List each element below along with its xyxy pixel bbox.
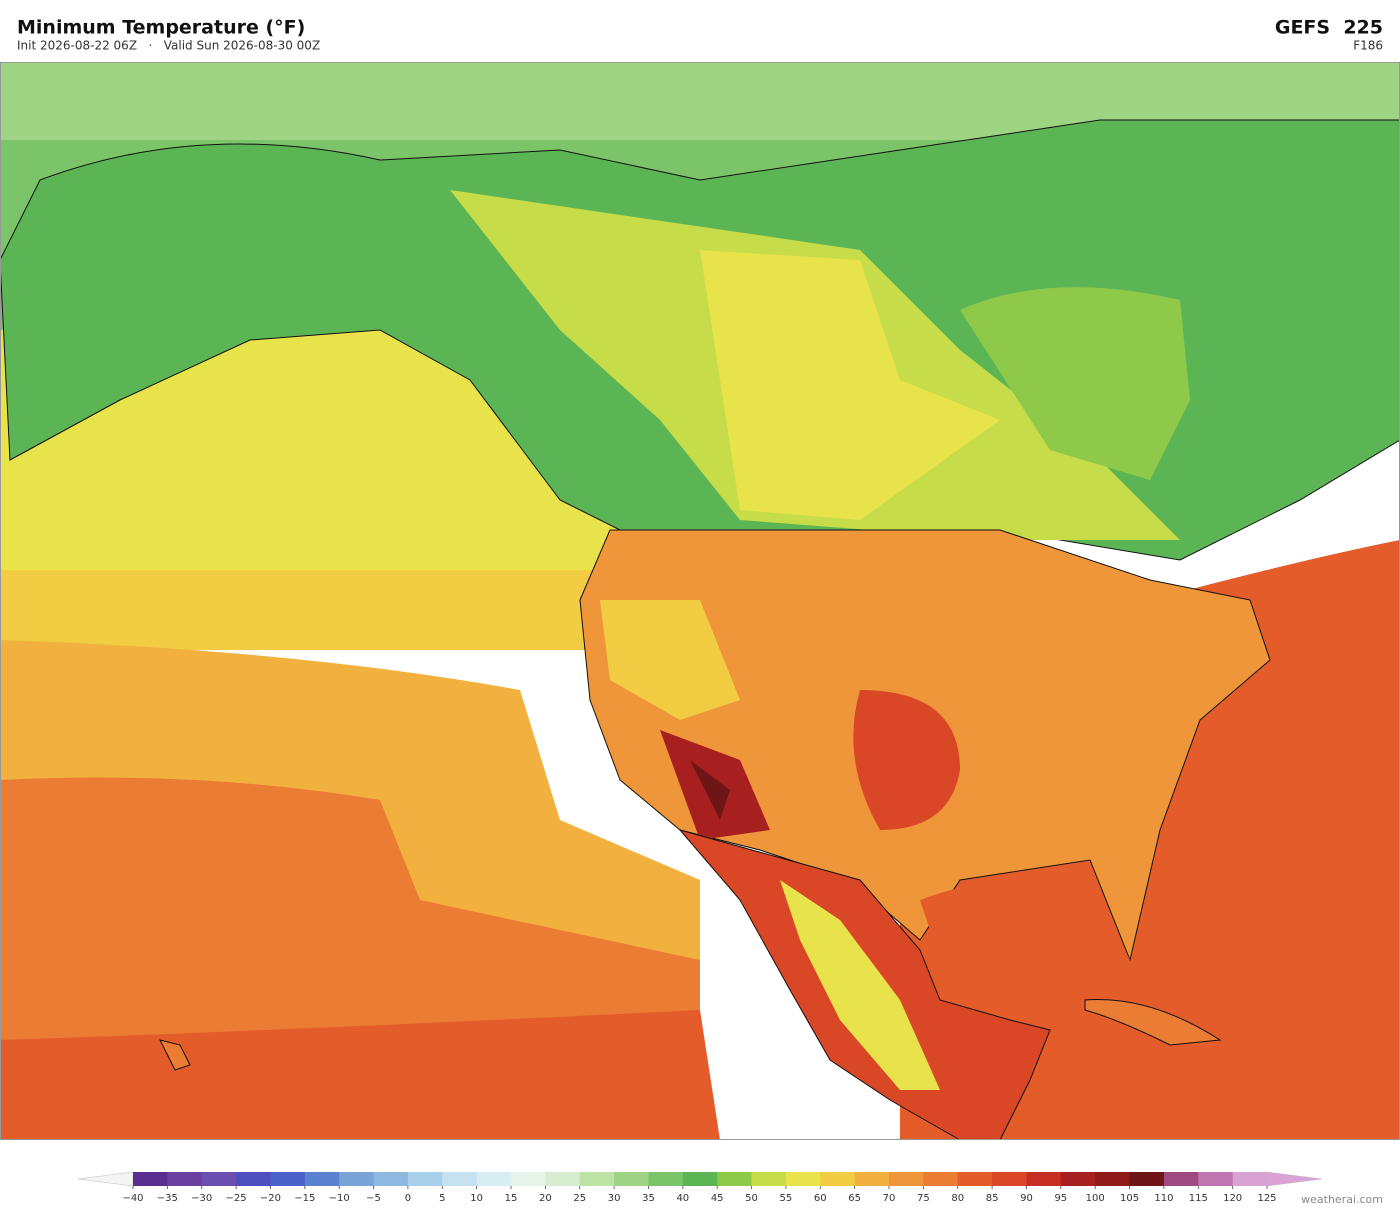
field	[780, 880, 940, 1090]
colorbar-tick-label: 70	[883, 1193, 896, 1204]
field	[600, 600, 740, 720]
colorbar-bin	[614, 1172, 649, 1186]
colorbar-bin	[167, 1172, 203, 1186]
colorbar-bin	[820, 1172, 856, 1186]
colorbar-tick-label: −25	[226, 1193, 247, 1204]
credit: weatherai.com	[1301, 1193, 1383, 1206]
colorbar: −40 −35 −30 −25 −20 −15 −10 −5 0 5 10 15 20 25 30 35 40 4…	[77, 1171, 1323, 1204]
model-label: GEFS 225	[1275, 17, 1383, 39]
colorbar-tick-label: 35	[642, 1193, 655, 1204]
colorbar-bin	[854, 1172, 890, 1186]
field	[920, 877, 1130, 1010]
colorbar-bin	[785, 1172, 821, 1186]
colorbar-bin	[236, 1172, 271, 1186]
field	[690, 760, 730, 820]
colorbar-tick-label: 75	[917, 1193, 930, 1204]
colorbar-bin	[1198, 1172, 1234, 1186]
subtitle: Init 2026-08-22 06Z · Valid Sun 2026-08-…	[17, 39, 320, 53]
colorbar-bin	[270, 1172, 306, 1186]
colorbar-tick-label: 15	[505, 1193, 518, 1204]
colorbar-tick-label: 65	[848, 1193, 861, 1204]
colorbar-tick-label: 90	[1020, 1193, 1033, 1204]
colorbar-bin	[442, 1172, 478, 1186]
land-cuba	[1084, 999, 1222, 1046]
colorbar-bin	[1163, 1172, 1199, 1186]
colorbar-bin	[1095, 1172, 1131, 1186]
colorbar-bin	[1026, 1172, 1062, 1186]
field	[0, 1010, 720, 1140]
colorbar-tick-label: −15	[294, 1193, 315, 1204]
colorbar-bin	[476, 1172, 512, 1186]
colorbar-bin	[1232, 1172, 1268, 1186]
colorbar-tick-label: 95	[1054, 1193, 1067, 1204]
colorbar-bin	[304, 1172, 340, 1186]
colorbar-bin	[923, 1172, 959, 1186]
colorbar-bin	[579, 1172, 615, 1186]
colorbar-bin	[133, 1172, 168, 1186]
colorbar-tick-label: 50	[745, 1193, 758, 1204]
colorbar-bin	[992, 1172, 1027, 1186]
colorbar-tick-label: 60	[814, 1193, 827, 1204]
colorbar-bin	[373, 1172, 409, 1186]
colorbar-tick-label: 5	[439, 1193, 445, 1204]
colorbar-tick-label: 20	[539, 1193, 552, 1204]
colorbar-tick-label: 85	[986, 1193, 999, 1204]
colorbar-tick-label: 105	[1120, 1193, 1139, 1204]
colorbar-tick-label: −40	[122, 1193, 143, 1204]
colorbar-over	[1266, 1171, 1323, 1187]
colorbar-tick-label: 0	[405, 1193, 411, 1204]
colorbar-tick-label: 110	[1154, 1193, 1173, 1204]
colorbar-under	[77, 1171, 134, 1187]
forecast-hour: F186	[1353, 39, 1383, 53]
colorbar-tick-label: 100	[1086, 1193, 1105, 1204]
colorbar-tick-label: −30	[191, 1193, 212, 1204]
field	[700, 250, 1000, 520]
colorbar-bin	[648, 1172, 684, 1186]
colorbar-tick-label: 30	[608, 1193, 621, 1204]
colorbar-tick-label: 10	[470, 1193, 483, 1204]
colorbar-tick-label: −20	[260, 1193, 281, 1204]
colorbar-bin	[201, 1172, 237, 1186]
colorbar-tick-label: −35	[157, 1193, 178, 1204]
colorbar-tick-label: 80	[951, 1193, 964, 1204]
colorbar-tick-label: 120	[1223, 1193, 1242, 1204]
colorbar-bin	[511, 1172, 546, 1186]
land-hawaii	[159, 1039, 191, 1071]
colorbar-bin	[889, 1172, 924, 1186]
colorbar-tick-label: 125	[1257, 1193, 1276, 1204]
colorbar-bin	[339, 1172, 375, 1186]
colorbar-bin	[545, 1172, 581, 1186]
colorbar-bin	[717, 1172, 753, 1186]
colorbar-tick-label: 25	[573, 1193, 586, 1204]
colorbar-bin	[1129, 1172, 1165, 1186]
colorbar-bin	[751, 1172, 787, 1186]
colorbar-tick-label: −10	[329, 1193, 350, 1204]
title: Minimum Temperature (°F)	[17, 17, 305, 39]
colorbar-bin	[682, 1172, 718, 1186]
colorbar-tick-label: 55	[780, 1193, 793, 1204]
field	[853, 690, 960, 830]
colorbar-tick-label: 40	[676, 1193, 689, 1204]
colorbar-bin	[1060, 1172, 1096, 1186]
colorbar-tick-label: 115	[1189, 1193, 1208, 1204]
field	[960, 287, 1190, 480]
map	[0, 62, 1400, 1140]
colorbar-bin	[407, 1172, 443, 1186]
colorbar-bin	[957, 1172, 993, 1186]
colorbar-tick-label: 45	[711, 1193, 724, 1204]
colorbar-tick-label: −5	[366, 1193, 381, 1204]
